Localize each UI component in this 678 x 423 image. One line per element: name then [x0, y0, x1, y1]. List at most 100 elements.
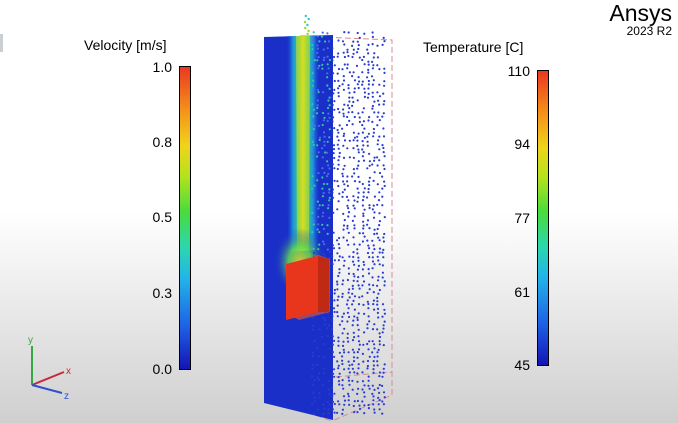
- vector-dot: [311, 383, 314, 386]
- vector-dot: [331, 131, 334, 134]
- vector-dot: [342, 395, 346, 398]
- vector-dot: [361, 80, 364, 83]
- vector-dot: [361, 295, 364, 298]
- vector-dot: [342, 115, 345, 118]
- vector-dot: [371, 256, 374, 259]
- vector-dot: [377, 396, 380, 399]
- vector-dot: [318, 392, 321, 395]
- vector-dot: [358, 116, 361, 119]
- vector-dot: [333, 402, 336, 406]
- vector-dot: [373, 347, 376, 350]
- vector-dot: [323, 407, 326, 410]
- vector-dot: [328, 392, 331, 395]
- vector-dot: [372, 403, 375, 406]
- vector-dot: [376, 284, 379, 287]
- vector-dot: [337, 184, 340, 188]
- vector-dot: [363, 235, 366, 238]
- vector-dot: [341, 408, 344, 411]
- vector-dot: [371, 31, 374, 34]
- vector-dot: [381, 412, 384, 415]
- vector-dot: [336, 411, 339, 414]
- vector-dot: [337, 139, 340, 142]
- vector-dot: [353, 371, 356, 374]
- vector-dot: [363, 87, 366, 90]
- vector-dot: [376, 91, 379, 94]
- vector-dot: [333, 411, 336, 414]
- vector-dot: [328, 136, 331, 139]
- vector-dot: [333, 292, 336, 295]
- vector-dot: [332, 372, 335, 375]
- vector-dot: [312, 243, 315, 246]
- brand-version: 2023 R2: [626, 24, 672, 38]
- vector-dot: [322, 355, 325, 359]
- vector-dot: [372, 79, 375, 82]
- vector-dot: [378, 288, 381, 292]
- vector-dot: [352, 156, 355, 159]
- vector-dot: [336, 55, 339, 58]
- vector-dot: [304, 26, 307, 30]
- velocity-color-bar: [179, 66, 191, 370]
- vector-dot: [353, 207, 356, 210]
- vector-dot: [323, 116, 326, 119]
- vector-dot: [333, 179, 336, 182]
- vector-dot: [366, 96, 370, 99]
- vector-dot: [353, 351, 356, 354]
- vector-dot: [323, 140, 326, 143]
- vector-dot: [346, 104, 350, 107]
- vector-dot: [357, 196, 360, 199]
- vector-dot: [331, 315, 334, 318]
- vector-dot: [368, 164, 371, 167]
- vector-dot: [353, 336, 356, 339]
- vector-dot: [337, 147, 340, 150]
- vector-dot: [317, 252, 320, 255]
- vector-dot: [332, 55, 336, 59]
- vector-dot: [351, 363, 354, 366]
- vector-dot: [341, 359, 344, 362]
- vector-dot: [372, 303, 375, 306]
- vector-dot: [341, 344, 345, 347]
- vector-dot: [356, 380, 359, 383]
- vector-dot: [358, 296, 361, 299]
- vector-dot: [311, 135, 314, 138]
- vector-dot: [328, 167, 331, 170]
- vector-dot: [383, 232, 386, 236]
- vector-dot: [311, 231, 314, 234]
- vector-dot: [373, 228, 376, 231]
- vector-dot: [347, 84, 350, 87]
- vector-dot: [343, 132, 346, 135]
- vector-dot: [318, 372, 321, 375]
- vector-dot: [376, 351, 379, 354]
- vector-dot: [371, 107, 374, 110]
- vector-dot: [333, 88, 336, 91]
- vector-dot: [352, 279, 355, 282]
- vector-dot: [311, 67, 314, 70]
- vector-dot: [367, 307, 370, 310]
- vector-dot: [327, 207, 330, 210]
- vector-dot: [333, 392, 336, 395]
- vector-dot: [368, 206, 371, 210]
- vector-dot: [343, 259, 346, 262]
- vector-dot: [353, 91, 356, 94]
- vector-dot: [361, 71, 364, 74]
- vector-dot: [373, 388, 376, 391]
- vector-dot: [343, 183, 346, 186]
- vector-dot: [345, 303, 349, 306]
- vector-dot: [367, 132, 370, 135]
- vector-dot: [331, 196, 335, 199]
- vector-dot: [383, 184, 386, 188]
- vector-dot: [332, 116, 335, 119]
- vector-dot: [371, 91, 374, 94]
- vector-dot: [357, 348, 361, 351]
- vector-dot: [346, 224, 349, 227]
- vector-dot: [338, 351, 341, 354]
- vector-dot: [362, 303, 365, 306]
- vector-dot: [366, 167, 369, 170]
- vector-dot: [343, 103, 346, 106]
- vector-dot: [341, 384, 344, 387]
- vector-dot: [353, 87, 356, 90]
- vector-dot: [378, 408, 381, 411]
- vector-dot: [373, 263, 376, 266]
- vector-dot: [331, 120, 334, 123]
- vector-dot: [326, 76, 329, 79]
